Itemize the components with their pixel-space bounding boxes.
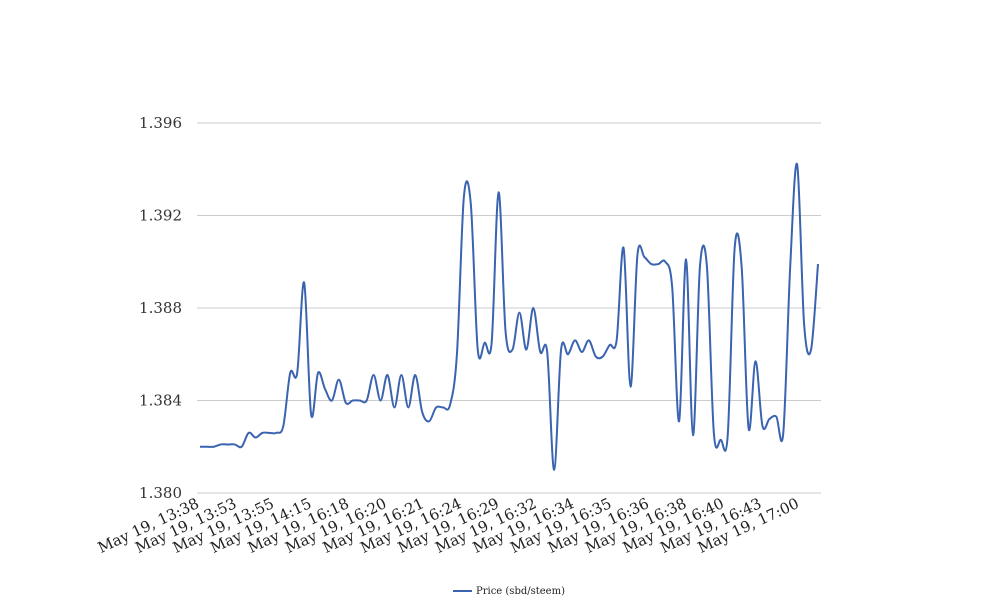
y-tick-label: 1.388 — [139, 299, 182, 317]
series-line — [200, 162, 819, 471]
y-tick-label: 1.384 — [139, 392, 182, 410]
legend: Price (sbd/steem) — [453, 586, 565, 597]
y-tick-label: 1.392 — [139, 207, 182, 225]
y-axis-ticks: 1.380 1.384 1.388 1.392 1.396 — [139, 114, 182, 502]
y-tick-label: 1.396 — [139, 114, 182, 132]
y-tick-label: 1.380 — [139, 484, 182, 502]
legend-label: Price (sbd/steem) — [476, 586, 565, 597]
series-lines — [200, 162, 819, 471]
